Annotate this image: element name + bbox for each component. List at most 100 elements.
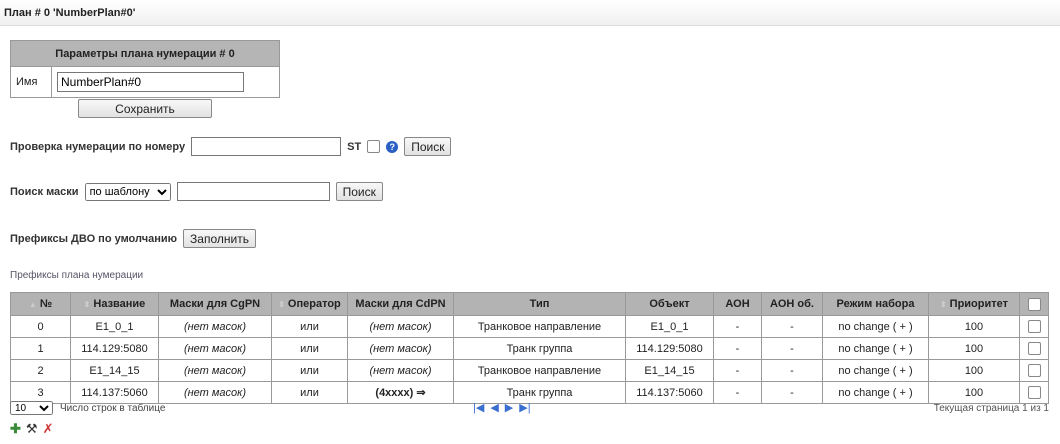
table-cell: no change ( + ) <box>822 359 929 382</box>
table-cell: (нет масок) <box>347 315 454 338</box>
column-header-label: АОН <box>725 298 750 310</box>
table-cell: 100 <box>928 315 1020 338</box>
table-cell: Транковое направление <box>453 359 626 382</box>
table-cell: - <box>713 381 762 404</box>
column-header-label: Режим набора <box>836 298 915 310</box>
table-cell: (нет масок) <box>158 359 272 382</box>
column-header: АОН <box>713 292 762 316</box>
table-cell: (4xxxx) ⇒ <box>347 381 454 404</box>
name-input[interactable] <box>57 72 244 92</box>
check-search-button[interactable]: Поиск <box>404 137 452 156</box>
table-cell: Транк группа <box>453 381 626 404</box>
table-cell: - <box>761 315 823 338</box>
table-row[interactable]: 2 E1_14_15 (нет масок) или (нет масок) Транко… <box>10 359 1049 382</box>
column-header: Тип <box>453 292 626 316</box>
check-label: Проверка нумерации по номеру <box>10 140 186 153</box>
sort-icon: ⬍ <box>83 300 91 309</box>
page-info: Текущая страница 1 из 1 <box>933 403 1049 414</box>
mask-search-input[interactable] <box>176 182 330 201</box>
table-cell: (нет масок) <box>347 359 454 382</box>
add-row-icon[interactable]: ✚ <box>10 421 21 436</box>
prev-page-icon[interactable]: ◀ <box>490 402 499 414</box>
mask-search-button[interactable]: Поиск <box>335 182 383 201</box>
check-number-input[interactable] <box>191 137 342 156</box>
params-header: Параметры плана нумерации # 0 <box>10 40 280 67</box>
fill-button[interactable]: Заполнить <box>183 229 256 248</box>
last-page-icon[interactable]: ▶| <box>519 402 531 414</box>
table-row[interactable]: 0 E1_0_1 (нет масок) или (нет масок) Транково… <box>10 315 1049 338</box>
rows-per-page-select[interactable]: 10 <box>10 401 53 415</box>
column-header-label: Маски для CdPN <box>355 298 446 310</box>
name-label: Имя <box>10 66 52 98</box>
table-cell: - <box>761 337 823 360</box>
pager: |◀ ◀ ▶ ▶| <box>470 401 534 414</box>
column-header[interactable]: ▲ № <box>10 292 71 316</box>
table-cell: 100 <box>928 337 1020 360</box>
prefix-label: Префиксы ДВО по умолчанию <box>10 232 178 245</box>
row-checkbox[interactable] <box>1027 364 1041 377</box>
table-cell: (нет масок) <box>158 381 272 404</box>
mask-search-label: Поиск маски <box>10 185 79 198</box>
table-cell: 114.137:5060 <box>625 381 714 404</box>
table-cell <box>1019 359 1049 382</box>
column-header: Объект <box>625 292 714 316</box>
table-cell: 2 <box>10 359 71 382</box>
first-page-icon[interactable]: |◀ <box>473 402 485 414</box>
row-checkbox[interactable] <box>1027 320 1041 333</box>
sort-icon: ⬍ <box>278 300 285 309</box>
table-row[interactable]: 1 114.129:5080 (нет масок) или (нет масок) Тр… <box>10 337 1049 360</box>
row-checkbox[interactable] <box>1027 386 1041 399</box>
table-cell: E1_14_15 <box>625 359 714 382</box>
table-cell: или <box>271 359 348 382</box>
column-header[interactable]: ⬍ Оператор <box>271 292 348 316</box>
column-header[interactable]: ⬍ Приоритет <box>928 292 1020 316</box>
st-label: ST <box>347 140 362 153</box>
table-cell: 114.129:5080 <box>70 337 159 360</box>
numbering-prefixes-table: ▲ № ⬍ Название Маски для CgPN ⬍ Оператор Маски … <box>10 292 1049 404</box>
table-cell: 100 <box>928 359 1020 382</box>
column-header-label: Оператор <box>287 298 341 310</box>
check-row: Проверка нумерации по номеру ST ? Поиск <box>10 137 452 156</box>
table-cell: E1_14_15 <box>70 359 159 382</box>
help-icon[interactable]: ? <box>386 140 399 153</box>
column-header-label: Тип <box>529 298 550 310</box>
edit-tools-icon[interactable]: ⚒ <box>25 421 38 436</box>
column-header-label: № <box>39 298 53 310</box>
table-cell: Транковое направление <box>453 315 626 338</box>
column-header[interactable]: ⬍ Название <box>70 292 159 316</box>
table-cell: - <box>713 337 762 360</box>
table-cell: - <box>761 359 823 382</box>
mask-mode-select[interactable]: по шаблону <box>84 182 171 201</box>
column-header <box>1019 292 1049 316</box>
table-cell: - <box>713 359 762 382</box>
column-header-label: Маски для CgPN <box>169 298 261 310</box>
table-cell: no change ( + ) <box>822 381 929 404</box>
table-cell: или <box>271 381 348 404</box>
next-page-icon[interactable]: ▶ <box>504 402 514 414</box>
table-cell: 100 <box>928 381 1020 404</box>
prefix-row: Префиксы ДВО по умолчанию Заполнить <box>10 229 256 248</box>
column-header-label: Название <box>93 298 146 310</box>
table-cell: 114.129:5080 <box>625 337 714 360</box>
sort-icon: ▲ <box>28 300 37 309</box>
footer-left: 10 Число строк в таблице <box>10 401 165 415</box>
save-button[interactable]: Сохранить <box>78 99 212 118</box>
table-cell: или <box>271 337 348 360</box>
table-cell <box>1019 381 1049 404</box>
params-table: Параметры плана нумерации # 0 Имя <box>10 40 280 98</box>
table-cell: 0 <box>10 315 71 338</box>
table-cell: (нет масок) <box>347 337 454 360</box>
column-header-label: Приоритет <box>949 298 1009 310</box>
table-cell: 114.137:5060 <box>70 381 159 404</box>
column-header-label: АОН об. <box>770 298 814 310</box>
page-title: План # 0 'NumberPlan#0' <box>0 0 1060 26</box>
table-row[interactable]: 3 114.137:5060 (нет масок) или (4xxxx) ⇒ Тран… <box>10 381 1049 404</box>
delete-icon[interactable]: ✗ <box>42 421 54 436</box>
table-cell: E1_0_1 <box>625 315 714 338</box>
table-cell: (нет масок) <box>158 315 272 338</box>
st-checkbox[interactable] <box>367 140 381 153</box>
column-header: Маски для CgPN <box>158 292 272 316</box>
select-all-checkbox[interactable] <box>1027 297 1041 311</box>
row-checkbox[interactable] <box>1027 342 1041 355</box>
table-cell: no change ( + ) <box>822 315 929 338</box>
